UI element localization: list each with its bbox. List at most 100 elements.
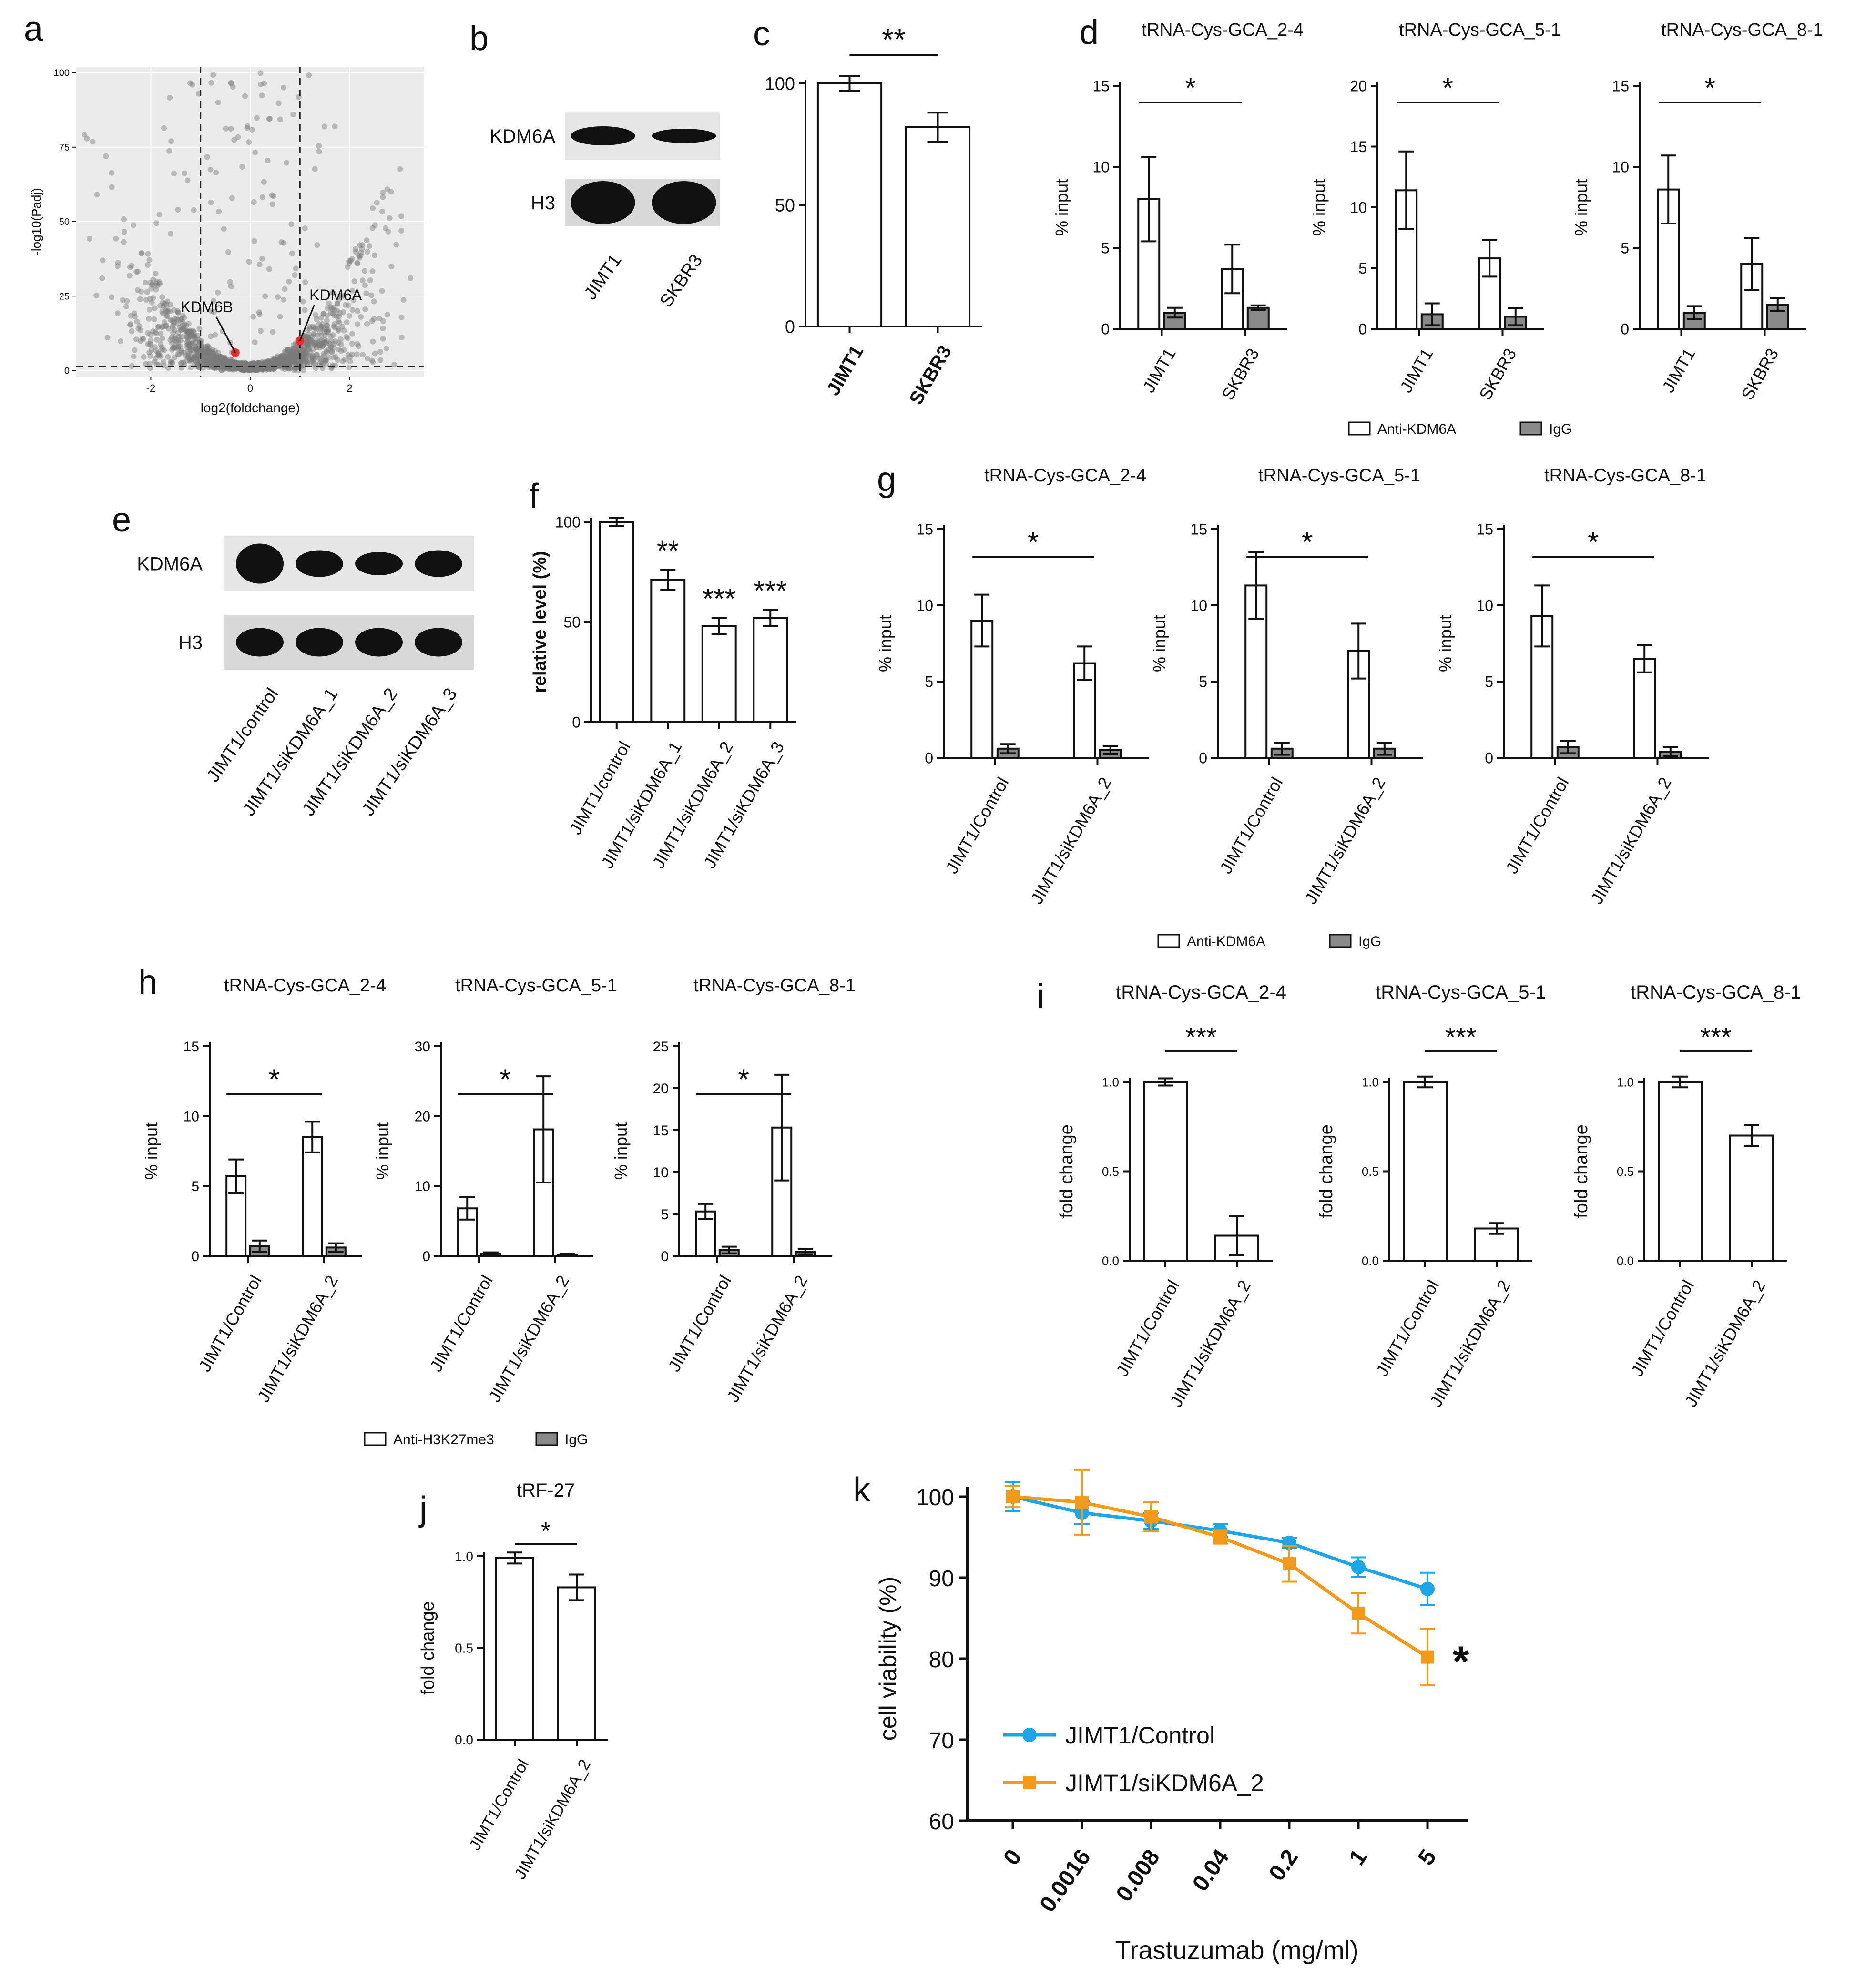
volcano-point (270, 366, 276, 372)
volcano-point (324, 317, 330, 324)
panel-b-blot-row-label: KDM6A (489, 126, 555, 147)
volcano-point (332, 307, 338, 313)
volcano-point (255, 365, 261, 371)
volcano-point (332, 325, 338, 331)
volcano-point (280, 352, 286, 358)
volcano-point (277, 116, 284, 122)
volcano-point (289, 250, 295, 256)
volcano-point (311, 361, 317, 367)
volcano-point (161, 125, 167, 131)
volcano-point (291, 357, 297, 363)
volcano-point (305, 334, 311, 340)
volcano-point (215, 357, 222, 363)
panel-j-significance-label: * (541, 1518, 551, 1545)
volcano-point (172, 354, 178, 360)
volcano-point (274, 360, 280, 367)
panel-c-category-label: SKBR3 (905, 342, 956, 408)
volcano-point (293, 351, 299, 357)
volcano-point (213, 356, 219, 362)
volcano-point (178, 360, 184, 367)
panel-b-blot-band (652, 129, 716, 143)
panel-g-2-title: tRNA-Cys-GCA_5-1 (1258, 466, 1420, 486)
volcano-point (185, 329, 192, 335)
volcano-point (118, 338, 124, 345)
volcano-point (282, 356, 288, 362)
volcano-point (311, 356, 317, 362)
volcano-point (287, 349, 294, 356)
panel-d-3-y-tick-label: 15 (1612, 78, 1629, 95)
volcano-point (359, 277, 366, 284)
volcano-point (232, 364, 238, 370)
panel-i-3-y-tick-label: 1.0 (1617, 1075, 1634, 1089)
volcano-point (256, 262, 263, 268)
volcano-point (303, 339, 309, 345)
volcano-point (163, 301, 169, 307)
panel-g-3-y-tick-label: 5 (1485, 673, 1493, 691)
volcano-point (245, 366, 251, 372)
volcano-point (254, 367, 260, 373)
volcano-point (199, 347, 205, 354)
volcano-point (164, 309, 171, 315)
panel-d-3-significance-label: * (1704, 72, 1715, 104)
volcano-point (188, 329, 194, 335)
volcano-point (114, 263, 121, 269)
volcano-point (342, 302, 348, 308)
panel-g-legend-label: IgG (1358, 934, 1381, 949)
volcano-point (229, 364, 235, 370)
panel-d-2-significance-label: * (1442, 72, 1453, 104)
volcano-point (217, 358, 224, 364)
volcano-point (383, 345, 389, 351)
volcano-point (135, 326, 142, 332)
volcano-point (164, 313, 171, 319)
volcano-point (134, 318, 140, 325)
volcano-point (293, 361, 299, 367)
volcano-point (214, 361, 221, 367)
volcano-point (207, 353, 214, 359)
panel-d-1-title: tRNA-Cys-GCA_2-4 (1142, 20, 1304, 40)
panel-i-2-title: tRNA-Cys-GCA_5-1 (1376, 982, 1546, 1003)
volcano-point (287, 349, 293, 355)
panel-h-1-category-label: JIMT1/Control (194, 1272, 265, 1375)
panel-f-y-tick-label: 100 (555, 514, 581, 531)
volcano-point (291, 346, 297, 352)
volcano-point (210, 349, 216, 356)
volcano-point (159, 344, 165, 350)
volcano-point (303, 351, 309, 357)
volcano-point (218, 359, 224, 365)
panel-d-2-y-tick-label: 15 (1350, 138, 1367, 155)
volcano-point (358, 314, 364, 320)
volcano-point (152, 358, 158, 365)
volcano-point (171, 171, 177, 177)
volcano-point (263, 360, 269, 366)
volcano-point (250, 314, 256, 320)
volcano-point (277, 358, 283, 365)
volcano-point (324, 349, 330, 355)
volcano-point (280, 356, 286, 362)
volcano-point (260, 361, 266, 367)
volcano-point (135, 268, 141, 275)
volcano-point (211, 359, 217, 365)
volcano-point (306, 331, 312, 337)
volcano-point (215, 289, 221, 296)
volcano-point (288, 353, 294, 359)
volcano-point (282, 359, 288, 365)
volcano-point (229, 359, 235, 365)
volcano-point (265, 366, 271, 372)
volcano-point (149, 347, 155, 353)
volcano-point (215, 361, 221, 367)
panel-h-1-y-label: % input (142, 1122, 161, 1180)
volcano-point (291, 367, 297, 373)
panel-g-2-category-label: JIMT1/Control (1216, 774, 1287, 877)
panel-h-3-y-tick-label: 0 (661, 1249, 669, 1264)
panel-d-legend-swatch (1519, 421, 1542, 436)
volcano-point (159, 294, 165, 300)
volcano-point (217, 360, 224, 367)
volcano-point (319, 343, 326, 349)
volcano-point (257, 360, 263, 367)
panel-i-2-y-tick-label: 0.0 (1362, 1254, 1379, 1268)
volcano-point (221, 359, 227, 365)
volcano-point (187, 327, 193, 334)
volcano-point (285, 354, 291, 360)
volcano-point (160, 324, 166, 330)
volcano-point (305, 335, 311, 341)
